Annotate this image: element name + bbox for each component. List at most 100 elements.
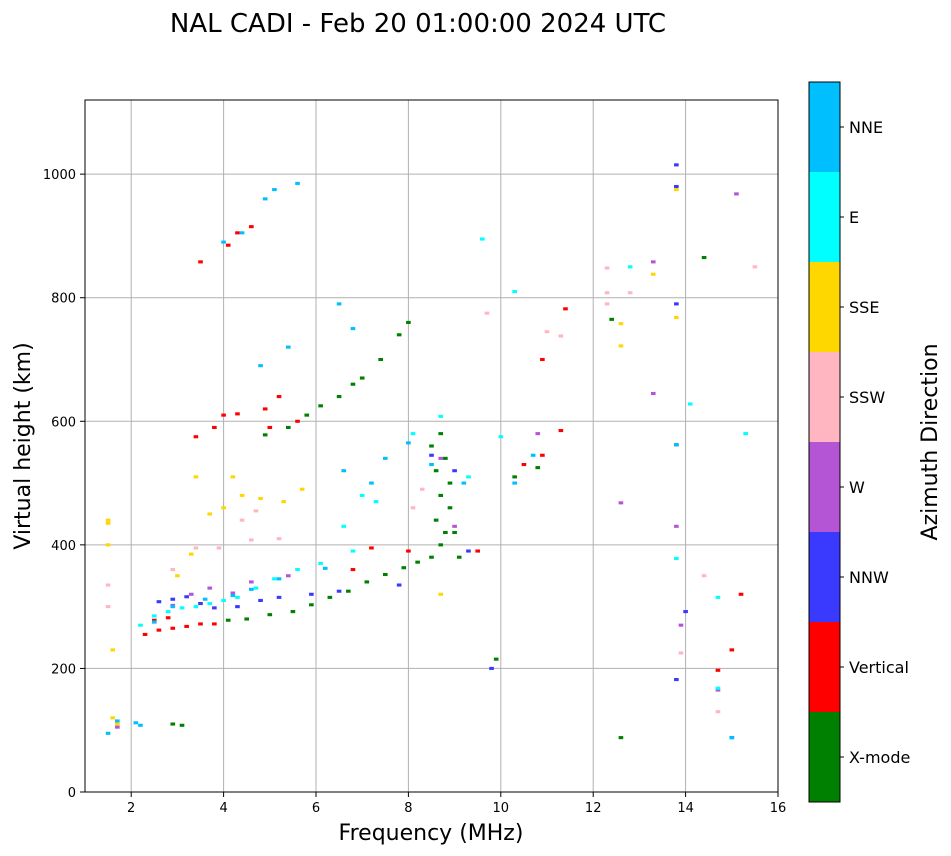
- data-point: [359, 376, 365, 380]
- colorbar-swatch: [809, 262, 840, 352]
- y-axis-ticks: 0 200 400 600 800 1000: [43, 168, 85, 801]
- data-point: [170, 568, 176, 572]
- data-point: [170, 722, 176, 726]
- data-point: [151, 620, 157, 624]
- data-point: [105, 521, 111, 525]
- data-point: [346, 589, 351, 593]
- data-point: [198, 602, 203, 606]
- data-point: [406, 320, 411, 324]
- data-point: [701, 256, 707, 260]
- data-point: [207, 586, 213, 590]
- data-point: [267, 613, 273, 617]
- data-point: [604, 266, 610, 270]
- data-point: [715, 668, 721, 672]
- data-point: [212, 622, 217, 626]
- data-point: [512, 481, 517, 485]
- data-point: [175, 574, 180, 578]
- data-point: [738, 592, 744, 596]
- data-point: [715, 686, 721, 690]
- data-point: [687, 402, 693, 406]
- data-point: [701, 574, 707, 578]
- data-point: [309, 603, 314, 607]
- y-axis-label: Virtual height (km): [11, 342, 36, 549]
- data-point: [650, 272, 656, 276]
- data-point: [188, 592, 194, 596]
- series-w: [115, 192, 739, 729]
- data-point: [235, 231, 240, 235]
- data-point: [115, 725, 120, 729]
- colorbar-swatch: [809, 622, 840, 712]
- data-point: [378, 357, 383, 362]
- data-point: [401, 566, 407, 570]
- colorbar-swatch: [809, 352, 840, 442]
- data-point: [230, 475, 236, 479]
- data-point: [350, 568, 356, 572]
- data-point: [165, 616, 171, 620]
- data-point: [475, 549, 481, 553]
- data-point: [336, 302, 342, 306]
- data-point: [230, 593, 236, 598]
- data-point: [179, 723, 185, 727]
- data-point: [207, 602, 213, 606]
- chart-title: NAL CADI - Feb 20 01:00:00 2024 UTC: [170, 9, 666, 39]
- data-point: [382, 456, 388, 460]
- data-point: [170, 626, 176, 630]
- data-point: [221, 240, 226, 244]
- data-point: [558, 429, 564, 433]
- data-point: [674, 302, 679, 306]
- data-point: [110, 716, 116, 720]
- data-point: [142, 632, 148, 636]
- data-point: [512, 289, 517, 294]
- data-point: [239, 518, 245, 522]
- data-point: [406, 549, 411, 553]
- data-point: [276, 577, 282, 581]
- data-point: [604, 302, 610, 306]
- data-point: [239, 231, 245, 235]
- data-point: [165, 610, 171, 614]
- colorbar-swatch: [809, 172, 840, 262]
- colorbar-tick-label: SSE: [849, 298, 879, 317]
- series-nne: [105, 181, 735, 740]
- data-point: [563, 307, 568, 311]
- data-point: [309, 592, 314, 596]
- data-point: [674, 556, 679, 560]
- data-point: [156, 600, 162, 604]
- x-tick-label: 12: [585, 801, 602, 816]
- y-tick-label: 800: [51, 292, 76, 307]
- colorbar-swatch: [809, 712, 840, 802]
- x-tick-label: 16: [770, 801, 787, 816]
- data-point: [184, 595, 189, 599]
- data-point: [212, 606, 217, 610]
- colorbar-tick-label: NNW: [849, 568, 889, 587]
- data-point: [235, 412, 240, 416]
- data-point: [285, 425, 291, 430]
- data-point: [489, 666, 494, 670]
- x-axis-ticks: 2 4 6 8 10 12 14 16: [127, 792, 786, 816]
- data-point: [327, 595, 333, 599]
- data-point: [429, 462, 434, 467]
- data-point: [193, 546, 199, 550]
- data-point: [272, 577, 277, 581]
- data-point: [382, 572, 388, 577]
- colorbar-tick-label: W: [849, 478, 865, 497]
- data-point: [540, 357, 545, 362]
- data-point: [249, 587, 254, 591]
- data-point: [318, 404, 323, 408]
- data-point: [461, 481, 467, 485]
- data-point: [304, 413, 310, 417]
- data-point: [193, 475, 199, 479]
- gridlines: [85, 100, 779, 793]
- data-point: [221, 598, 226, 603]
- data-point: [212, 425, 217, 430]
- data-point: [452, 469, 457, 473]
- data-point: [373, 500, 379, 504]
- data-point: [618, 501, 624, 505]
- data-point: [674, 163, 679, 167]
- data-point: [618, 344, 624, 348]
- series-sse: [105, 188, 679, 726]
- x-tick-label: 4: [219, 801, 227, 816]
- y-tick-label: 600: [51, 415, 76, 430]
- data-point: [105, 518, 111, 522]
- data-point: [627, 265, 633, 269]
- data-point: [627, 291, 633, 295]
